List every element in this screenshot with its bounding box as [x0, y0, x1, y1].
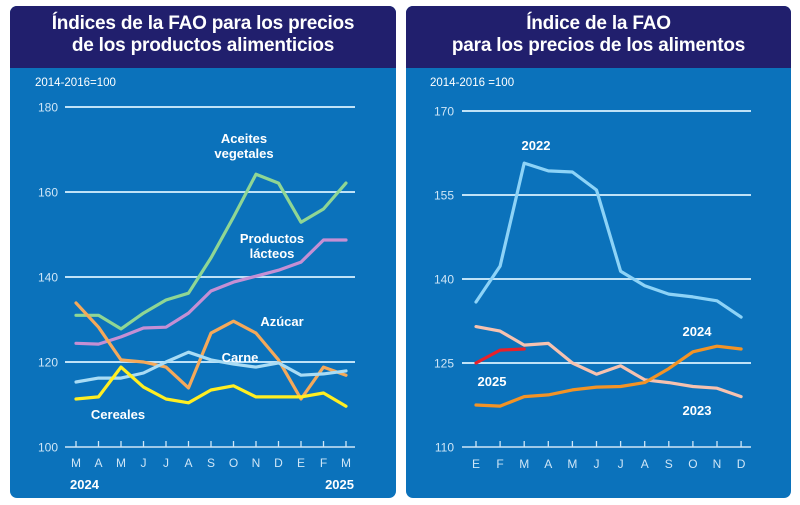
left-series-line-productos-lacteos	[74, 238, 348, 346]
right-base-label: 2014-2016 =100	[430, 77, 514, 89]
left-x-tick-label: S	[207, 456, 215, 470]
right-series-line-2023	[474, 325, 743, 399]
left-series-label-azucar: Azúcar	[260, 314, 303, 329]
right-x-tick-label: M	[567, 457, 577, 471]
left-y-tick-label: 180	[38, 101, 58, 115]
right-chart-title-line-1: Índice de la FAO	[526, 13, 671, 34]
right-y-tick-label: 110	[435, 441, 454, 455]
left-x-tick-label: N	[252, 456, 261, 470]
left-series-label-carne: Carne	[222, 350, 259, 365]
left-x-tick-label: M	[116, 456, 126, 470]
right-chart-panel: Índice de la FAO para los precios de los…	[406, 6, 791, 498]
left-year-label: 2025	[325, 477, 354, 492]
right-x-tick-label: M	[519, 457, 529, 471]
left-y-tick-label: 100	[38, 441, 58, 455]
right-x-tick-label: J	[594, 457, 600, 471]
left-x-tick-label: E	[297, 456, 305, 470]
left-y-tick-label: 140	[38, 271, 58, 285]
right-series-label-2022: 2022	[522, 138, 551, 153]
left-series-line-carne	[74, 350, 348, 384]
left-x-tick-label: J	[163, 456, 169, 470]
right-series-line-2025	[474, 347, 526, 365]
left-chart-title: Índices de la FAO para los precios de lo…	[10, 6, 396, 68]
right-chart-title-line-2: para los precios de los alimentos	[451, 35, 746, 56]
left-year-label: 2024	[70, 477, 100, 492]
right-x-tick-label: A	[641, 457, 649, 471]
right-series-label-2024: 2024	[683, 324, 713, 339]
left-series-label-cereales: Cereales	[91, 407, 145, 422]
right-y-tick-label: 155	[434, 189, 454, 203]
right-x-tick-label: J	[618, 457, 624, 471]
right-x-tick-label: F	[496, 457, 503, 471]
left-x-tick-label: M	[341, 456, 351, 470]
left-series-label-aceites-vegetales: vegetales	[214, 146, 273, 161]
right-y-tick-label: 170	[434, 105, 454, 119]
left-chart-title-line-1: Índices de la FAO para los precios	[51, 13, 355, 34]
left-chart-title-line-2: de los productos alimenticios	[71, 35, 335, 56]
left-series-label-productos-lacteos: lácteos	[250, 246, 295, 261]
right-x-tick-label: N	[713, 457, 722, 471]
right-x-tick-label: D	[737, 457, 746, 471]
left-series-label-productos-lacteos: Productos	[240, 231, 304, 246]
right-series-line-2022	[474, 161, 743, 319]
right-x-tick-label: E	[472, 457, 480, 471]
left-x-tick-label: D	[274, 456, 283, 470]
right-x-tick-label: A	[544, 457, 552, 471]
right-series-label-2025: 2025	[478, 374, 507, 389]
right-x-tick-label: S	[665, 457, 673, 471]
left-y-tick-label: 160	[38, 186, 58, 200]
left-chart-panel: Índices de la FAO para los precios de lo…	[10, 6, 396, 498]
left-series-line-aceites-vegetales	[74, 172, 348, 331]
right-y-tick-label: 140	[434, 273, 454, 287]
right-series-label-2023: 2023	[683, 403, 712, 418]
left-x-tick-label: A	[94, 456, 102, 470]
left-x-tick-label: F	[320, 456, 327, 470]
left-x-tick-label: J	[141, 456, 147, 470]
left-series-line-cereales	[74, 365, 348, 408]
left-x-tick-label: M	[71, 456, 81, 470]
right-y-tick-label: 125	[434, 357, 454, 371]
left-base-label: 2014-2016=100	[35, 77, 116, 89]
right-series-line-2024	[474, 344, 743, 408]
left-y-tick-label: 120	[38, 356, 58, 370]
left-series-label-aceites-vegetales: Aceites	[221, 131, 267, 146]
left-x-tick-label: O	[229, 456, 238, 470]
right-chart-title: Índice de la FAO para los precios de los…	[406, 6, 791, 68]
left-x-tick-label: A	[184, 456, 192, 470]
right-x-tick-label: O	[688, 457, 697, 471]
right-chart-plot: 2014-2016 =100 110 125 140 155 170 E F M A M J J A S O N…	[430, 77, 751, 471]
left-series-line-azucar	[74, 301, 348, 401]
